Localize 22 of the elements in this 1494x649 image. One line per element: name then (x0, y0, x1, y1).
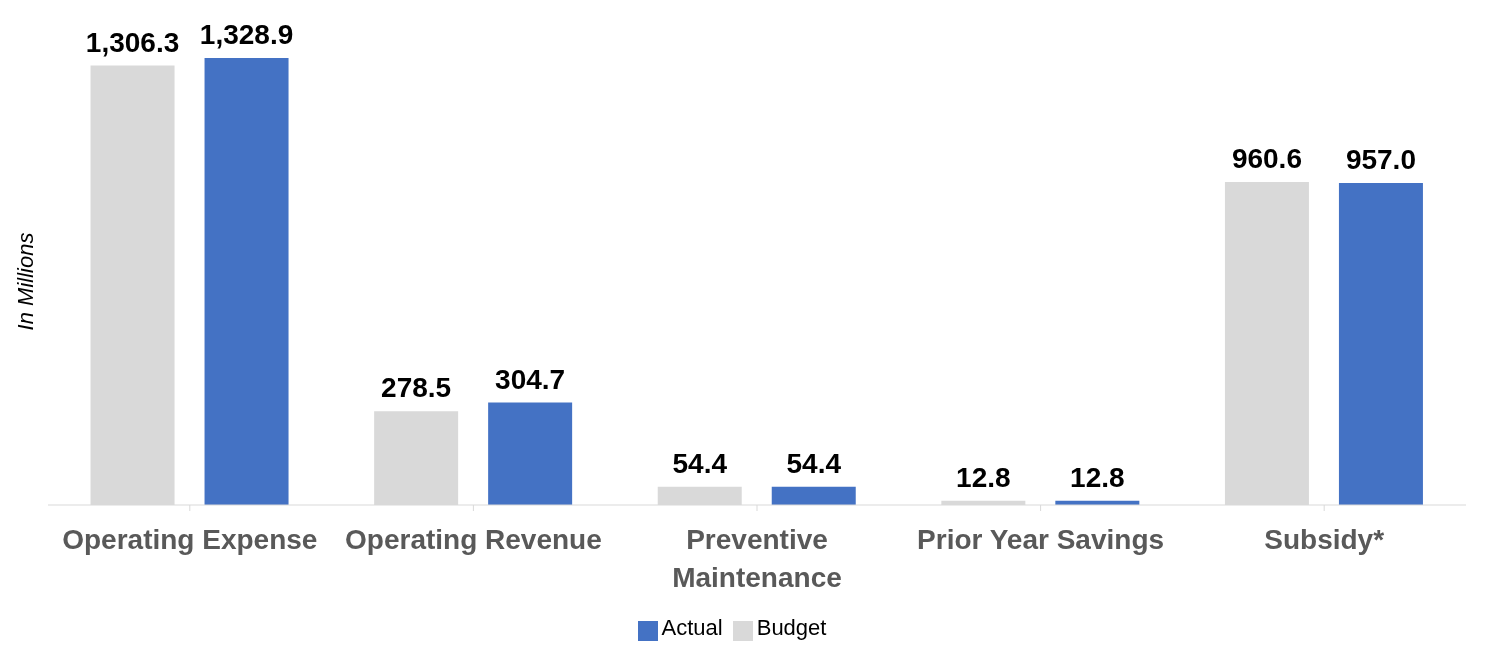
data-label: 960.6 (1231, 142, 1302, 174)
bar (204, 58, 289, 505)
bar (488, 402, 573, 505)
x-tick-label: Subsidy* (1264, 524, 1385, 555)
data-label: 278.5 (381, 372, 452, 404)
legend-label: Actual (661, 615, 723, 640)
data-label: 1,328.9 (199, 19, 294, 50)
bar (771, 486, 856, 505)
y-axis-title: In Millions (12, 232, 38, 331)
data-label: 54.4 (672, 447, 728, 479)
data-label: 12.8 (956, 461, 1011, 493)
legend-label: Budget (756, 615, 827, 640)
x-tick-label: Operating Revenue (345, 524, 602, 555)
bar (1338, 183, 1423, 505)
data-label: 54.4 (786, 447, 842, 479)
data-label: 1,306.3 (85, 26, 180, 58)
data-label: 12.8 (1070, 461, 1125, 493)
x-tick-label: Operating Expense (62, 524, 318, 555)
data-label: 957.0 (1345, 144, 1416, 176)
data-label: 304.7 (495, 363, 566, 395)
x-tick-label: Preventive Maintenance (672, 524, 842, 593)
x-tick-label: Prior Year Savings (917, 524, 1165, 555)
